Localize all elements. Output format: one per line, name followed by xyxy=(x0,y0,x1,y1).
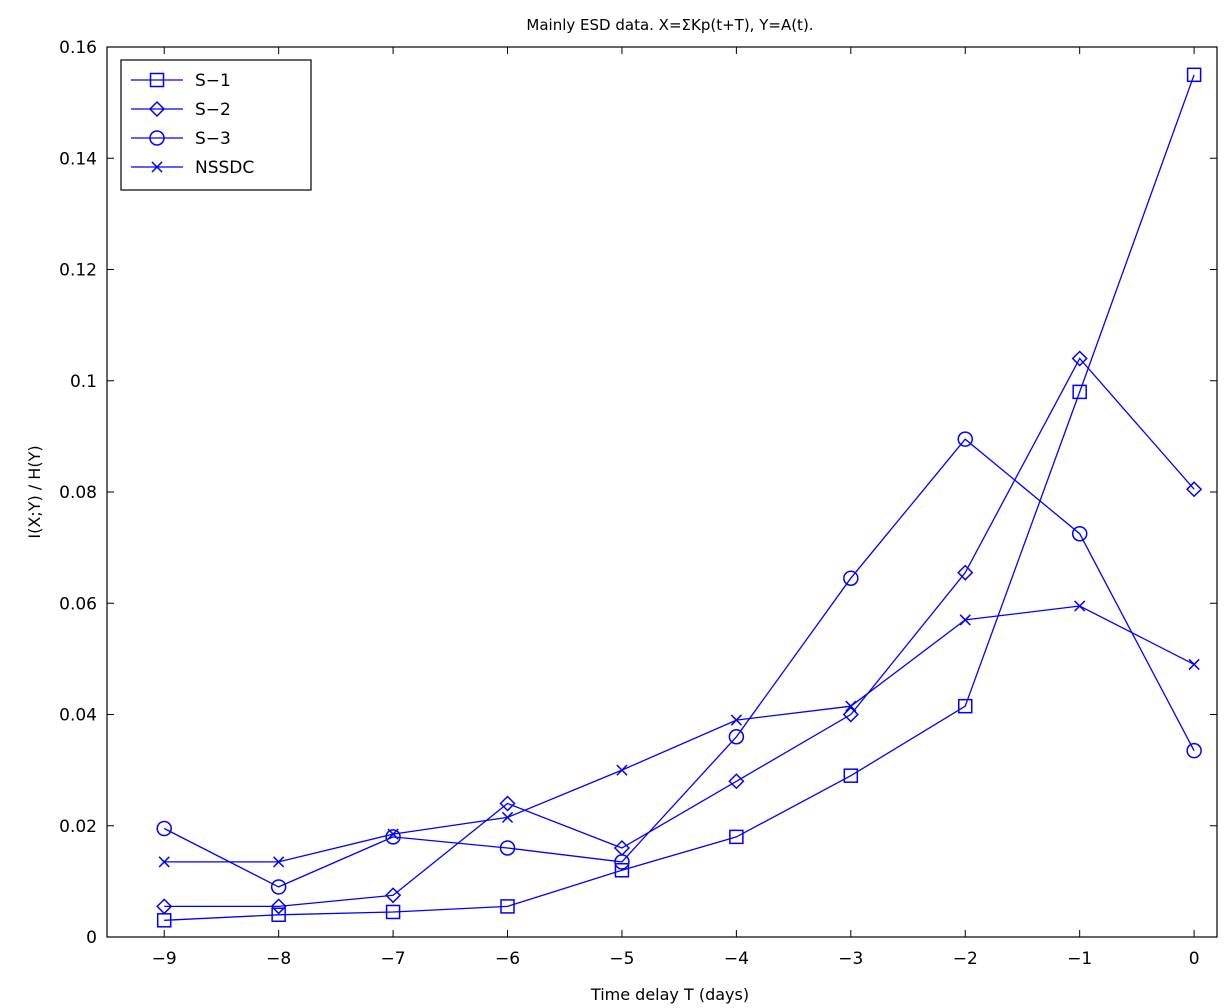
series-layer xyxy=(156,67,1203,928)
y-axis-label: I(X;Y) / H(Y) xyxy=(25,445,44,538)
data-point-s2 xyxy=(1186,481,1203,498)
y-tick-label: 0.02 xyxy=(59,817,97,837)
series-s1 xyxy=(156,67,1202,928)
series-line-nssdc xyxy=(164,605,1195,863)
data-point-nssdc xyxy=(501,811,514,824)
data-point-nssdc xyxy=(273,856,285,868)
data-point-nssdc xyxy=(387,828,399,840)
legend-marker-s2 xyxy=(148,100,166,118)
data-point-s2 xyxy=(957,564,974,581)
data-point-s3 xyxy=(843,570,859,586)
data-point-s1 xyxy=(843,768,859,783)
data-point-s3 xyxy=(270,879,287,895)
data-point-nssdc xyxy=(158,856,170,868)
x-tick-label: −6 xyxy=(495,949,520,969)
data-point-s2 xyxy=(842,706,859,723)
data-point-s1 xyxy=(729,829,744,845)
legend-marker-nssdc xyxy=(151,161,163,173)
x-tick-label: −9 xyxy=(152,949,177,969)
chart-title: Mainly ESD data. X=ΣKp(t+T), Y=A(t). xyxy=(526,16,813,34)
data-point-s2 xyxy=(385,887,402,904)
legend-box xyxy=(120,59,312,191)
data-point-nssdc xyxy=(1074,600,1086,612)
data-point-s1 xyxy=(385,904,401,920)
data-point-s2 xyxy=(156,898,173,915)
data-point-s3 xyxy=(1071,525,1088,542)
axes: −9 −8 −7 −6 −5 −4 −3 −2 −1 0 0 0.02 0.04 0.06 0.08 0.1 0… xyxy=(59,38,1218,969)
x-tick-label: −7 xyxy=(381,949,406,969)
legend: S−1 S−2 S−3 NSSDC xyxy=(120,59,312,191)
plot-area xyxy=(107,47,1217,937)
legend-item-nssdc: NSSDC xyxy=(131,158,254,178)
y-tick-label: 0.1 xyxy=(70,372,97,392)
data-point-s3 xyxy=(614,854,630,870)
data-point-nssdc xyxy=(616,764,628,776)
legend-item-s3: S−3 xyxy=(131,129,231,149)
y-tick-label: 0.08 xyxy=(59,483,97,503)
x-tick-label: −8 xyxy=(266,949,291,969)
legend-label: S−3 xyxy=(195,129,231,149)
data-point-s2 xyxy=(728,773,745,790)
data-point-nssdc xyxy=(730,714,743,726)
data-point-s2 xyxy=(1071,350,1088,367)
series-s3 xyxy=(156,431,1202,895)
x-tick-label: −2 xyxy=(953,949,978,969)
series-line-s2 xyxy=(164,357,1195,908)
data-point-s1 xyxy=(1186,67,1202,83)
x-tick-label: −1 xyxy=(1067,949,1092,969)
x-axis-label: Time delay T (days) xyxy=(590,985,749,1004)
x-tick-label: −5 xyxy=(609,949,634,969)
x-tick-label: 0 xyxy=(1189,949,1200,969)
data-point-s3 xyxy=(385,829,401,845)
y-tick-label: 0.12 xyxy=(59,261,97,281)
data-point-nssdc xyxy=(845,700,857,712)
series-s2 xyxy=(156,350,1203,915)
x-tick-label: −3 xyxy=(838,949,863,969)
data-point-s1 xyxy=(500,899,515,914)
data-point-s1 xyxy=(271,907,286,922)
data-point-s2 xyxy=(499,795,516,812)
legend-label: S−1 xyxy=(195,71,231,91)
y-tick-label: 0.04 xyxy=(59,706,97,726)
legend-item-s1: S−1 xyxy=(131,71,231,91)
data-point-s3 xyxy=(156,820,172,837)
data-point-s3 xyxy=(499,840,516,856)
data-point-s1 xyxy=(1072,384,1087,400)
series-nssdc xyxy=(158,600,1200,868)
x-tick-label: −4 xyxy=(724,949,749,969)
y-tick-label: 0.06 xyxy=(59,594,97,614)
y-tick-label: 0.14 xyxy=(59,149,97,169)
legend-label: NSSDC xyxy=(195,158,254,178)
series-line-s1 xyxy=(164,74,1195,921)
data-point-s1 xyxy=(614,863,630,878)
data-point-nssdc xyxy=(959,614,971,626)
legend-item-s2: S−2 xyxy=(131,100,231,120)
data-point-s2 xyxy=(270,898,287,915)
legend-marker-s3 xyxy=(149,130,165,146)
data-point-s1 xyxy=(957,698,973,714)
data-point-s3 xyxy=(957,431,973,447)
y-tick-label: 0.16 xyxy=(59,38,97,58)
data-point-s3 xyxy=(728,729,745,745)
data-point-nssdc xyxy=(1188,658,1200,671)
data-point-s3 xyxy=(1186,742,1202,759)
legend-marker-s1 xyxy=(149,72,165,88)
legend-label: S−2 xyxy=(195,100,231,120)
series-line-s3 xyxy=(163,438,1195,888)
y-tick-label: 0 xyxy=(86,928,97,948)
